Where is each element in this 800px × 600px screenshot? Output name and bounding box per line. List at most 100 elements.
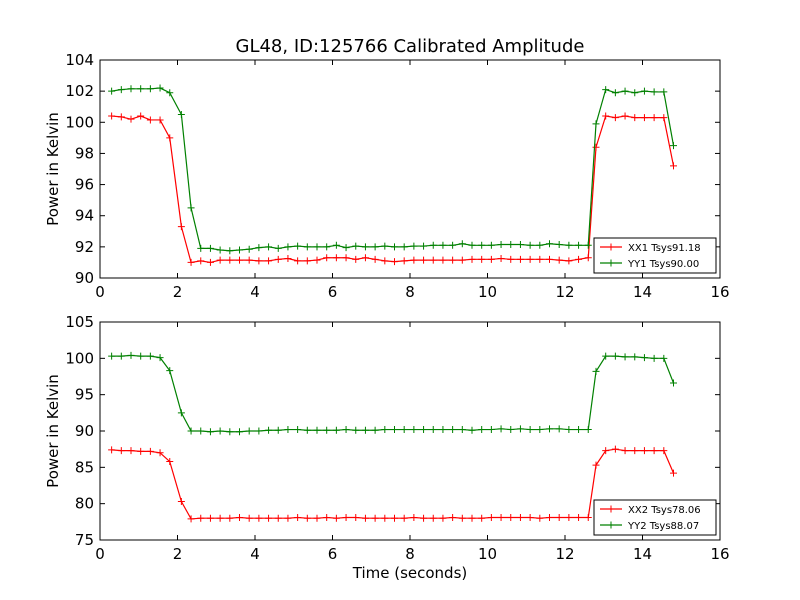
data-point-marker bbox=[236, 428, 243, 436]
data-point-marker bbox=[117, 352, 125, 360]
data-point-marker bbox=[487, 426, 495, 434]
data-point-marker bbox=[177, 223, 185, 231]
data-point-marker bbox=[274, 244, 282, 252]
data-point-marker bbox=[429, 256, 437, 264]
data-point-marker bbox=[526, 426, 534, 434]
data-point-marker bbox=[611, 445, 619, 453]
x-tick-label: 10 bbox=[478, 545, 497, 563]
y-tick-label: 94 bbox=[75, 207, 94, 225]
data-point-marker bbox=[439, 514, 447, 522]
x-tick-label: 4 bbox=[250, 545, 260, 563]
data-point-marker bbox=[255, 514, 263, 522]
data-point-marker bbox=[410, 426, 418, 434]
data-point-marker bbox=[146, 352, 154, 360]
data-point-marker bbox=[294, 513, 302, 521]
data-point-marker bbox=[381, 426, 389, 434]
data-point-marker bbox=[166, 134, 174, 142]
data-point-marker bbox=[352, 242, 360, 250]
data-point-marker bbox=[323, 426, 331, 434]
legend-box bbox=[593, 499, 717, 536]
data-point-marker bbox=[631, 447, 639, 455]
legend-swatch-marker bbox=[607, 243, 615, 251]
data-point-marker bbox=[274, 426, 282, 434]
data-point-marker bbox=[536, 514, 544, 522]
data-point-marker bbox=[410, 513, 418, 521]
y-tick-label: 85 bbox=[75, 458, 94, 476]
data-point-marker bbox=[381, 514, 389, 522]
x-tick-label: 8 bbox=[405, 545, 415, 563]
data-point-marker bbox=[236, 256, 243, 264]
series-1 bbox=[108, 112, 677, 266]
legend-swatch-marker bbox=[607, 259, 615, 267]
data-point-marker bbox=[361, 514, 369, 522]
data-point-marker bbox=[565, 513, 573, 521]
data-point-marker bbox=[565, 257, 573, 265]
data-point-marker bbox=[216, 514, 224, 522]
data-point-marker bbox=[575, 241, 583, 249]
legend-entry-label: XX1 Tsys91.18 bbox=[628, 243, 701, 254]
data-point-marker bbox=[468, 241, 476, 249]
x-tick-label: 0 bbox=[95, 283, 105, 301]
data-point-marker bbox=[294, 426, 302, 434]
y-axis-label: Power in Kelvin bbox=[44, 374, 62, 488]
x-tick-label: 2 bbox=[173, 283, 183, 301]
data-point-marker bbox=[137, 447, 145, 455]
data-point-marker bbox=[555, 425, 563, 433]
data-point-marker bbox=[342, 244, 350, 252]
data-point-marker bbox=[429, 241, 437, 249]
data-point-marker bbox=[497, 241, 505, 249]
y-tick-label: 92 bbox=[75, 238, 94, 256]
data-point-marker bbox=[468, 255, 476, 263]
data-point-marker bbox=[546, 513, 553, 521]
data-point-marker bbox=[303, 514, 311, 522]
series-line bbox=[111, 448, 675, 520]
chart-title: GL48, ID:125766 Calibrated Amplitude bbox=[236, 36, 585, 57]
y-tick-label: 102 bbox=[65, 82, 94, 100]
y-tick-label: 98 bbox=[75, 144, 94, 162]
data-point-marker bbox=[255, 244, 263, 252]
data-point-marker bbox=[127, 447, 135, 455]
data-point-marker bbox=[274, 514, 282, 522]
data-point-marker bbox=[670, 162, 677, 170]
legend-entry-label: XX2 Tsys78.06 bbox=[628, 505, 701, 516]
data-point-marker bbox=[177, 497, 185, 505]
data-point-marker bbox=[516, 255, 524, 263]
data-point-marker bbox=[449, 426, 457, 434]
data-point-marker bbox=[536, 426, 544, 434]
data-point-marker bbox=[391, 426, 398, 434]
data-point-marker bbox=[400, 426, 408, 434]
x-tick-label: 2 bbox=[173, 545, 183, 563]
data-point-marker bbox=[226, 428, 234, 436]
x-tick-label: 14 bbox=[633, 283, 652, 301]
legend-entry-label: YY2 Tsys88.07 bbox=[627, 521, 699, 532]
data-point-marker bbox=[177, 111, 185, 118]
data-point-marker bbox=[371, 514, 379, 522]
data-point-marker bbox=[197, 427, 205, 435]
data-point-marker bbox=[611, 114, 619, 122]
data-point-marker bbox=[255, 427, 263, 435]
x-tick-label: 6 bbox=[328, 283, 338, 301]
data-point-marker bbox=[323, 513, 331, 521]
data-point-marker bbox=[487, 255, 495, 263]
data-point-marker bbox=[294, 257, 302, 265]
data-point-marker bbox=[546, 255, 553, 263]
data-point-marker bbox=[391, 258, 398, 266]
data-point-marker bbox=[197, 257, 205, 265]
data-point-marker bbox=[555, 241, 563, 249]
data-point-marker bbox=[670, 469, 677, 477]
x-tick-label: 8 bbox=[405, 283, 415, 301]
data-point-marker bbox=[108, 352, 116, 360]
data-point-marker bbox=[439, 241, 447, 249]
x-tick-label: 16 bbox=[710, 283, 729, 301]
data-point-marker bbox=[245, 427, 253, 435]
data-point-marker bbox=[342, 513, 350, 521]
data-point-marker bbox=[507, 255, 515, 263]
x-tick-label: 6 bbox=[328, 545, 338, 563]
data-point-marker bbox=[602, 447, 610, 455]
data-point-marker bbox=[660, 447, 668, 455]
data-point-marker bbox=[284, 255, 292, 263]
data-point-marker bbox=[323, 254, 331, 262]
data-point-marker bbox=[478, 241, 486, 249]
y-tick-label: 96 bbox=[75, 176, 94, 194]
data-point-marker bbox=[197, 514, 205, 522]
